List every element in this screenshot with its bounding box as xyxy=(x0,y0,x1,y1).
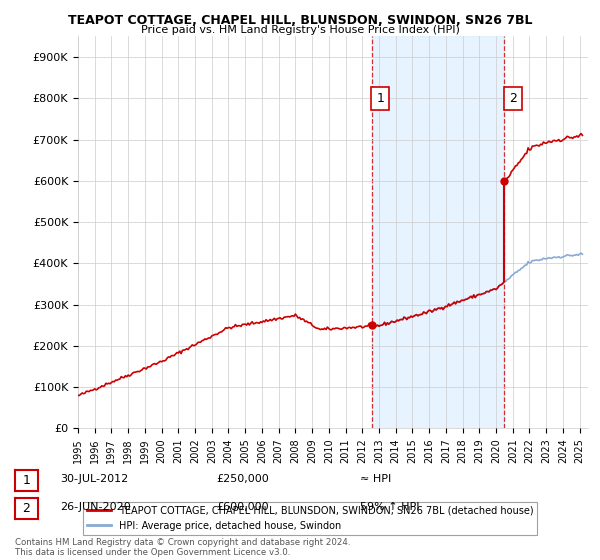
Text: 30-JUL-2012: 30-JUL-2012 xyxy=(60,474,128,484)
Text: ≈ HPI: ≈ HPI xyxy=(360,474,391,484)
Text: £250,000: £250,000 xyxy=(216,474,269,484)
Legend: TEAPOT COTTAGE, CHAPEL HILL, BLUNSDON, SWINDON, SN26 7BL (detached house), HPI: : TEAPOT COTTAGE, CHAPEL HILL, BLUNSDON, S… xyxy=(83,502,538,534)
Text: Price paid vs. HM Land Registry's House Price Index (HPI): Price paid vs. HM Land Registry's House … xyxy=(140,25,460,35)
Text: £600,000: £600,000 xyxy=(216,502,269,512)
Text: 2: 2 xyxy=(509,92,517,105)
Text: TEAPOT COTTAGE, CHAPEL HILL, BLUNSDON, SWINDON, SN26 7BL: TEAPOT COTTAGE, CHAPEL HILL, BLUNSDON, S… xyxy=(68,14,532,27)
Text: 2: 2 xyxy=(22,502,31,515)
Bar xyxy=(372,36,505,428)
Text: 1: 1 xyxy=(376,92,384,105)
Text: 26-JUN-2020: 26-JUN-2020 xyxy=(60,502,131,512)
Text: 59% ↑ HPI: 59% ↑ HPI xyxy=(360,502,419,512)
Text: 1: 1 xyxy=(22,474,31,487)
Text: Contains HM Land Registry data © Crown copyright and database right 2024.
This d: Contains HM Land Registry data © Crown c… xyxy=(15,538,350,557)
